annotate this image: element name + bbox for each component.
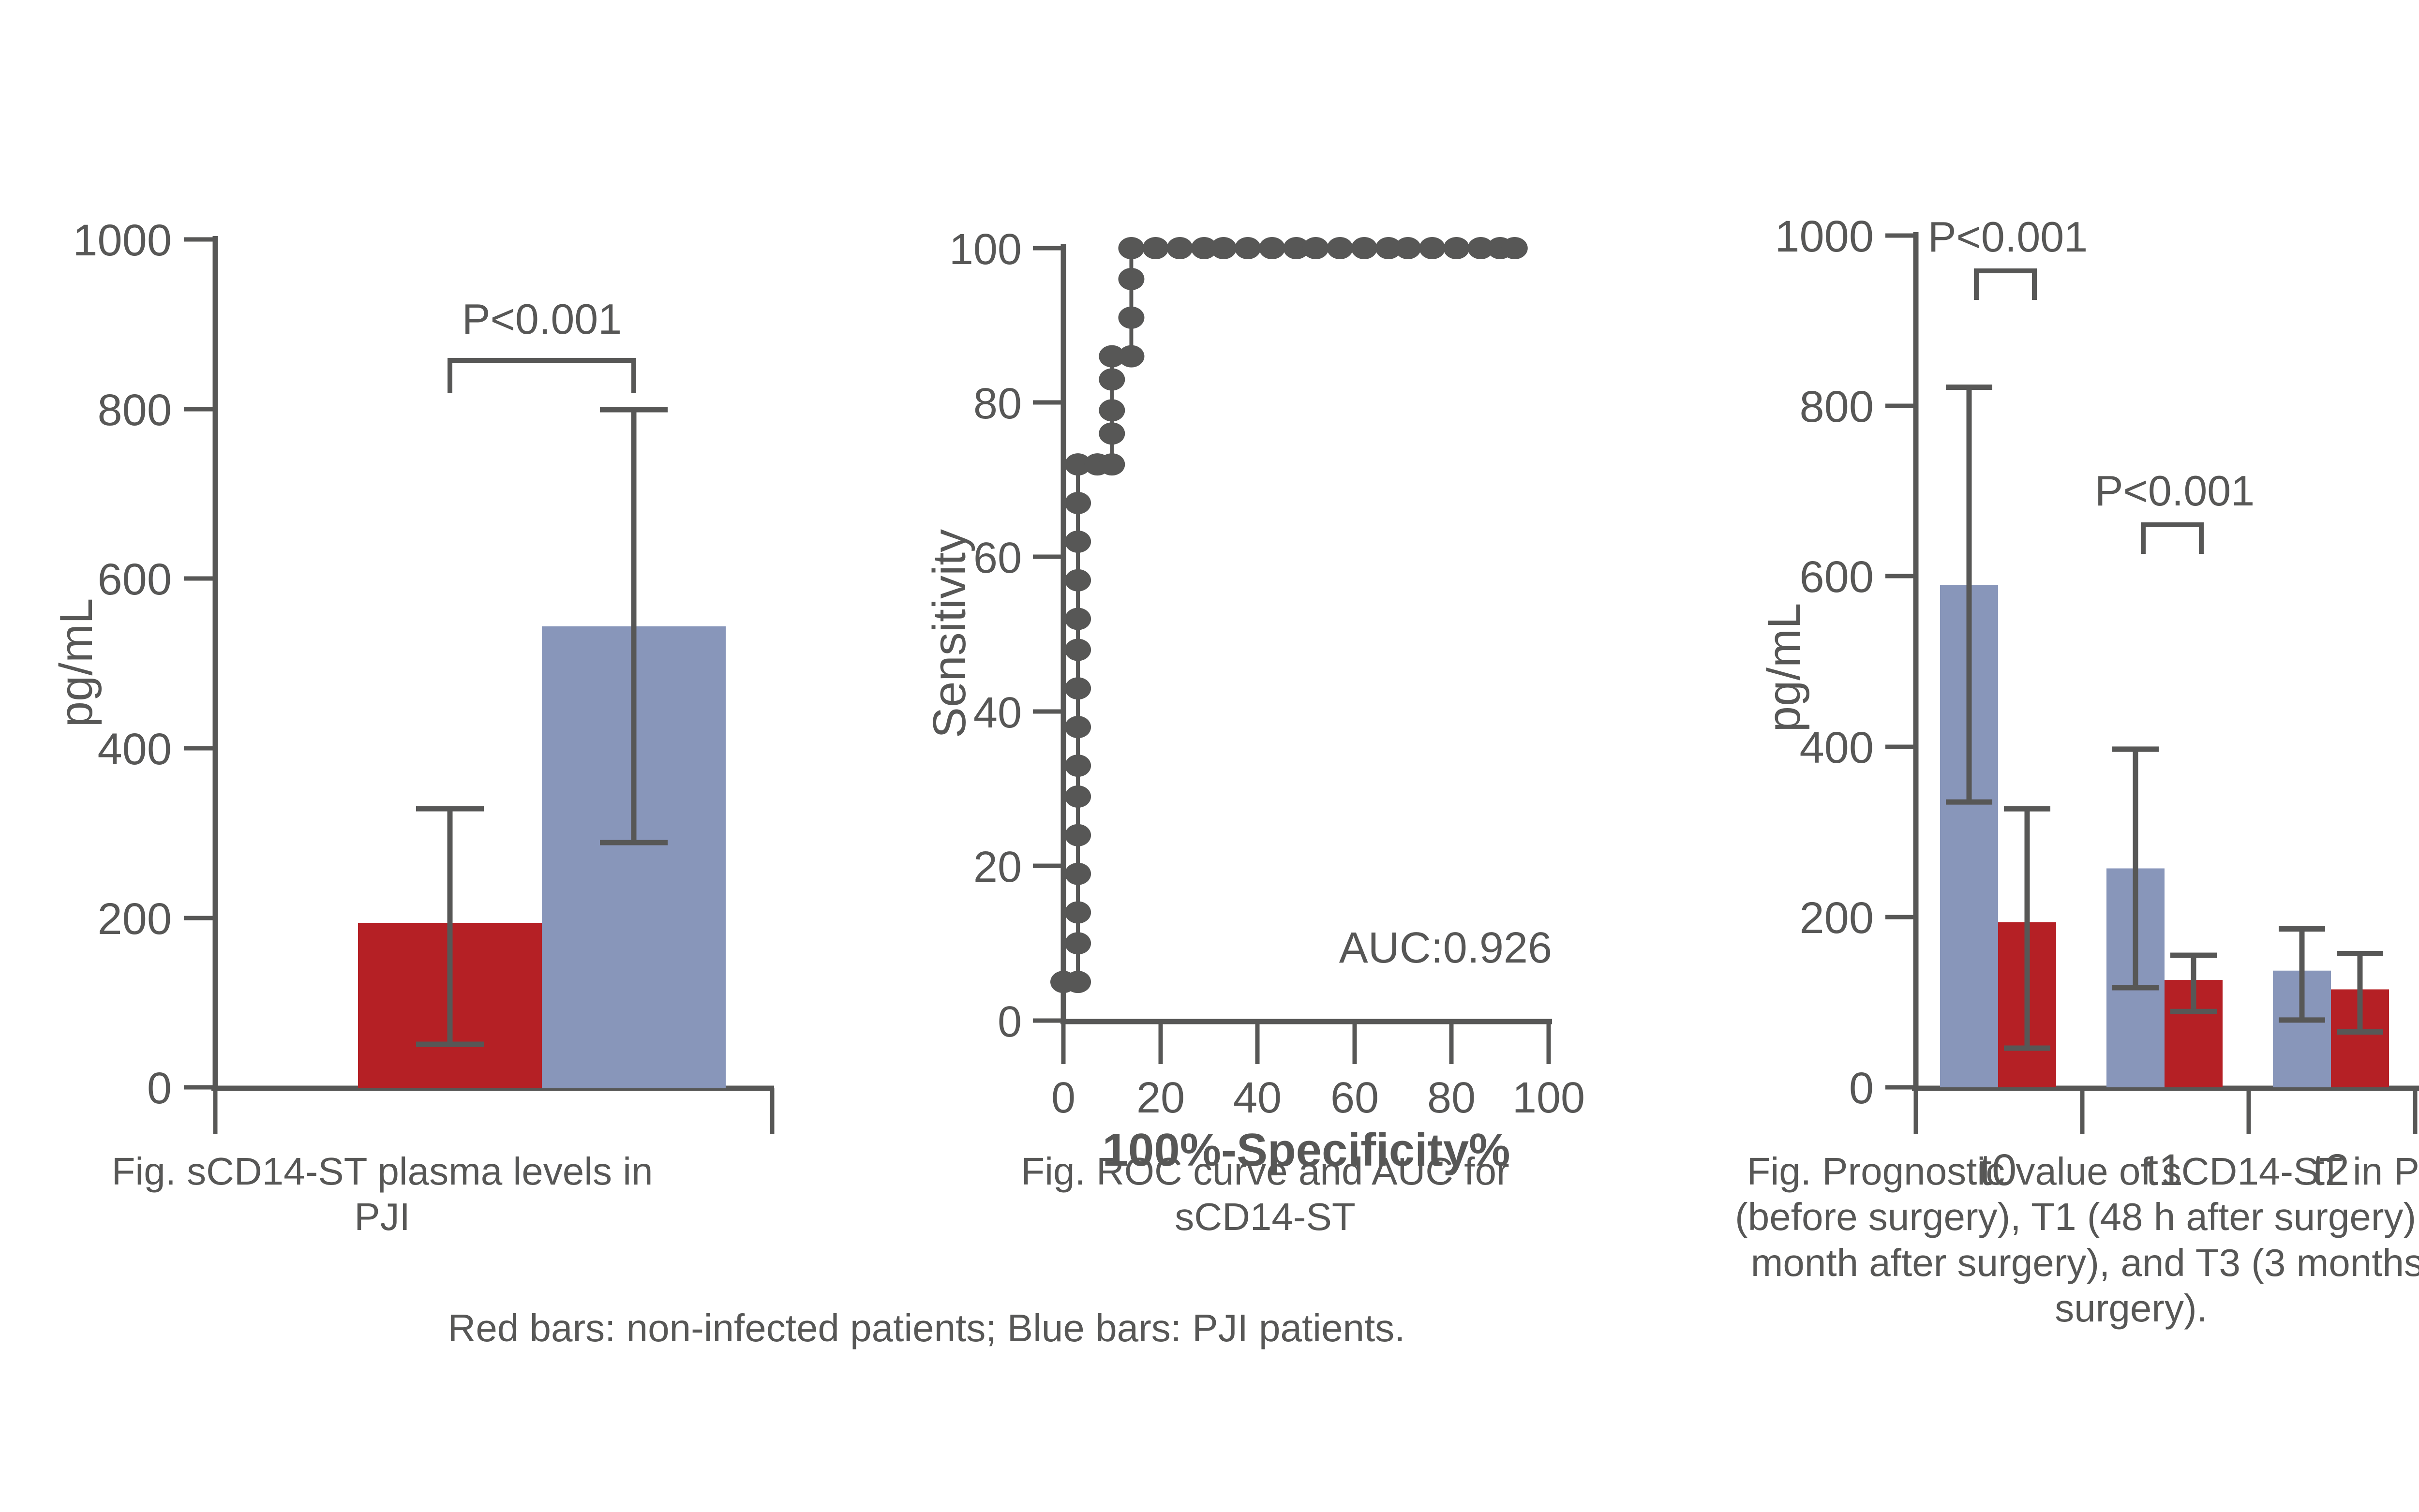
prog-group-label: t2 — [2313, 1145, 2350, 1195]
roc-data-point — [1065, 608, 1091, 630]
roc-data-point — [1118, 345, 1145, 368]
y-tick-label: 800 — [98, 385, 172, 435]
roc-x-tick-label: 80 — [1427, 1074, 1476, 1122]
roc-data-point — [1118, 267, 1145, 290]
roc-data-point — [1283, 237, 1310, 259]
y-axis-ticks — [184, 237, 215, 1090]
panel-plasma-levels: sCD14-ST 1000 800 600 400 200 0 pg/mL — [0, 0, 866, 1512]
roc-x-axis-title: 100%-Specificity% — [1102, 1124, 1510, 1176]
roc-y-tick-label: 0 — [998, 998, 1022, 1046]
roc-data-point — [1099, 453, 1125, 476]
roc-x-tick-label: 40 — [1233, 1074, 1282, 1122]
roc-data-point — [1235, 237, 1261, 259]
roc-data-point — [1065, 569, 1091, 592]
roc-data-point — [1065, 785, 1091, 808]
roc-data-point — [1327, 237, 1353, 259]
roc-data-point — [1065, 492, 1091, 515]
roc-data-point — [1395, 237, 1421, 259]
roc-data-point — [1065, 862, 1091, 885]
significance-bracket-t1 — [2141, 522, 2204, 554]
p-value-label-t1: P<0.001 — [2095, 467, 2255, 515]
y-tick-label: 400 — [98, 725, 172, 774]
panel-roc-curve: sCD14-ST 100 80 60 40 20 0 0 20 — [866, 0, 1659, 1512]
prog-x-ticks — [1913, 1088, 2418, 1134]
roc-x-tick-label: 0 — [1051, 1074, 1075, 1122]
panel-prognostic-value: sCD14-ST 1000 800 600 400 200 0 pg/mL — [1659, 0, 2419, 1512]
roc-y-axis-title: Sensitivity — [924, 529, 975, 738]
roc-data-point — [1443, 237, 1470, 259]
roc-data-point — [1259, 237, 1285, 259]
significance-bracket — [448, 358, 636, 393]
y-tick-label: 0 — [147, 1064, 172, 1113]
roc-data-point — [1166, 237, 1193, 259]
roc-y-tick-label: 20 — [973, 843, 1022, 891]
roc-data-point — [1118, 306, 1145, 329]
roc-data-point — [1065, 453, 1091, 476]
panel-caption-roc: Fig. ROC curve and AUC for sCD14-ST — [1021, 1150, 1509, 1239]
prog-y-tick-label: 0 — [1849, 1064, 1874, 1113]
prog-y-tick-label: 800 — [1800, 382, 1874, 431]
plasma-levels-chart: 1000 800 600 400 200 0 pg/mL P<0.001 — [50, 216, 775, 1134]
roc-y-tick-label: 100 — [949, 225, 1022, 274]
roc-data-point — [1065, 901, 1091, 924]
roc-data-point — [1302, 237, 1329, 259]
roc-data-point — [1501, 237, 1528, 259]
prog-y-tick-label: 600 — [1800, 552, 1874, 602]
p-value-label-t0: P<0.001 — [1928, 213, 2088, 261]
roc-y-tick-label: 80 — [973, 380, 1022, 428]
roc-data-point — [1118, 237, 1145, 259]
roc-x-ticks — [1061, 1022, 1551, 1064]
roc-series — [1050, 237, 1528, 993]
roc-data-point — [1065, 824, 1091, 846]
prog-group-label: t0 — [1980, 1145, 2017, 1195]
roc-data-point — [1065, 716, 1091, 739]
roc-data-point — [1099, 368, 1125, 391]
roc-data-point — [1375, 237, 1402, 259]
y-tick-label: 600 — [98, 555, 172, 604]
roc-x-tick-label: 20 — [1136, 1074, 1185, 1122]
panel-title-badge-roc: sCD14-ST — [1231, 131, 1425, 178]
y-tick-label: 200 — [98, 894, 172, 944]
roc-x-tick-label: 60 — [1330, 1074, 1379, 1122]
roc-curve-chart: 100 80 60 40 20 0 0 20 40 60 80 100 100%… — [924, 225, 1585, 1176]
panel-title-badge-plasma: sCD14-ST — [457, 131, 651, 178]
prog-y-tick-label: 1000 — [1775, 212, 1874, 261]
roc-data-point — [1142, 237, 1169, 259]
prog-y-tick-label: 200 — [1800, 893, 1874, 943]
roc-data-point — [1191, 237, 1217, 259]
roc-data-point — [1099, 422, 1125, 445]
roc-data-point — [1065, 638, 1091, 661]
prognostic-chart: 1000 800 600 400 200 0 pg/mL t0 t1 t2 t3… — [1758, 212, 2419, 1195]
roc-y-tick-label: 60 — [973, 534, 1022, 582]
roc-y-ticks — [1033, 246, 1063, 1023]
roc-data-point — [1210, 237, 1237, 259]
panel-caption-prognostic: Fig. Prognostic value of sCD14-ST in PJI… — [1735, 1150, 2419, 1330]
auc-label: AUC:0.926 — [1339, 924, 1552, 972]
figure-legend-note: Red bars: non-infected patients; Blue ba… — [448, 1306, 1405, 1349]
roc-data-point — [1419, 237, 1446, 259]
roc-data-point — [1065, 971, 1091, 993]
p-value-label: P<0.001 — [462, 295, 622, 343]
roc-data-point — [1099, 399, 1125, 422]
y-tick-label: 1000 — [73, 216, 172, 265]
roc-data-point — [1065, 677, 1091, 700]
panel-title-badge-prognostic: sCD14-ST — [2044, 131, 2238, 178]
panel-caption-plasma: Fig. sCD14-ST plasma levels in PJI — [111, 1150, 653, 1239]
roc-data-point — [1065, 530, 1091, 553]
significance-bracket-t0 — [1974, 268, 2037, 300]
roc-data-point — [1099, 345, 1125, 368]
prog-y-ticks — [1885, 233, 1916, 1090]
y-axis-title: pg/mL — [50, 598, 102, 727]
prog-group-label: t1 — [2146, 1145, 2183, 1195]
roc-data-point — [1467, 237, 1494, 259]
roc-data-point — [1065, 754, 1091, 777]
roc-data-point — [1351, 237, 1377, 259]
roc-y-tick-label: 40 — [973, 689, 1022, 737]
prog-bars — [1940, 384, 2389, 1087]
prog-y-axis-title: pg/mL — [1758, 603, 1810, 732]
roc-data-point — [1065, 932, 1091, 955]
prog-y-tick-label: 400 — [1800, 723, 1874, 772]
roc-x-tick-label: 100 — [1512, 1074, 1585, 1122]
